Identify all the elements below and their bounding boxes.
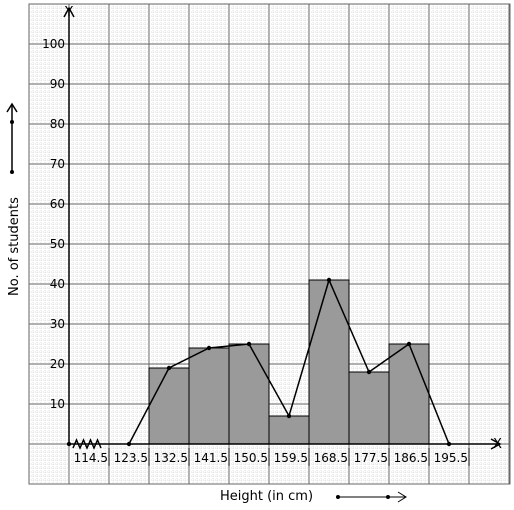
tick-labels: 10 20 30 40 50 60 70 80 90 100 114.5 123.5 132.5 141.…	[42, 37, 470, 466]
x-direction-arrow	[336, 491, 407, 503]
polygon-point	[326, 277, 332, 283]
histogram-bar	[348, 371, 390, 445]
y-tick-label: 90	[50, 77, 65, 91]
x-axis-letter: X	[493, 437, 502, 452]
x-tick-label: 141.5	[194, 451, 228, 465]
y-tick-label: 30	[50, 317, 65, 331]
x-tick-label: 177.5	[354, 451, 388, 465]
y-tick-label: 40	[50, 277, 65, 291]
polygon-point	[406, 341, 412, 347]
polygon-point	[366, 369, 372, 375]
histogram-bar	[148, 367, 190, 445]
x-axis-title: Height (in cm)	[220, 489, 313, 504]
histogram-bar	[308, 279, 350, 445]
x-tick-label: 132.5	[154, 451, 188, 465]
polygon-point	[126, 441, 132, 447]
histogram-bar	[268, 415, 310, 445]
polygon-point	[446, 441, 452, 447]
y-tick-label: 50	[50, 237, 65, 251]
y-tick-label: 100	[42, 37, 65, 51]
y-axis-letter: Y	[64, 5, 73, 20]
x-tick-label: 168.5	[314, 451, 348, 465]
histogram-bars	[148, 279, 430, 445]
y-tick-label: 20	[50, 357, 65, 371]
polygon-point	[246, 341, 252, 347]
x-tick-label: 150.5	[234, 451, 268, 465]
x-tick-label: 114.5	[74, 451, 108, 465]
polygon-point	[206, 345, 212, 351]
frequency-polygon	[126, 277, 452, 447]
histogram-bar	[388, 343, 430, 445]
polygon-point	[166, 365, 172, 371]
y-tick-label: 10	[50, 397, 65, 411]
axes	[63, 6, 502, 450]
x-axis-arrowhead	[490, 438, 502, 450]
y-tick-label: 80	[50, 117, 65, 131]
x-tick-label: 195.5	[434, 451, 468, 465]
x-tick-label: 186.5	[394, 451, 428, 465]
x-tick-label: 123.5	[114, 451, 148, 465]
y-tick-label: 70	[50, 157, 65, 171]
polygon-point	[286, 413, 292, 419]
histogram-bar	[188, 347, 230, 445]
histogram-bar	[228, 343, 270, 445]
x-axis-break	[72, 438, 102, 450]
x-tick-label: 159.5	[274, 451, 308, 465]
y-axis-arrowhead	[63, 6, 75, 18]
y-axis-title: No. of students	[7, 197, 22, 296]
y-direction-arrow	[6, 102, 18, 174]
origin-dot	[66, 441, 72, 447]
y-tick-label: 60	[50, 197, 65, 211]
